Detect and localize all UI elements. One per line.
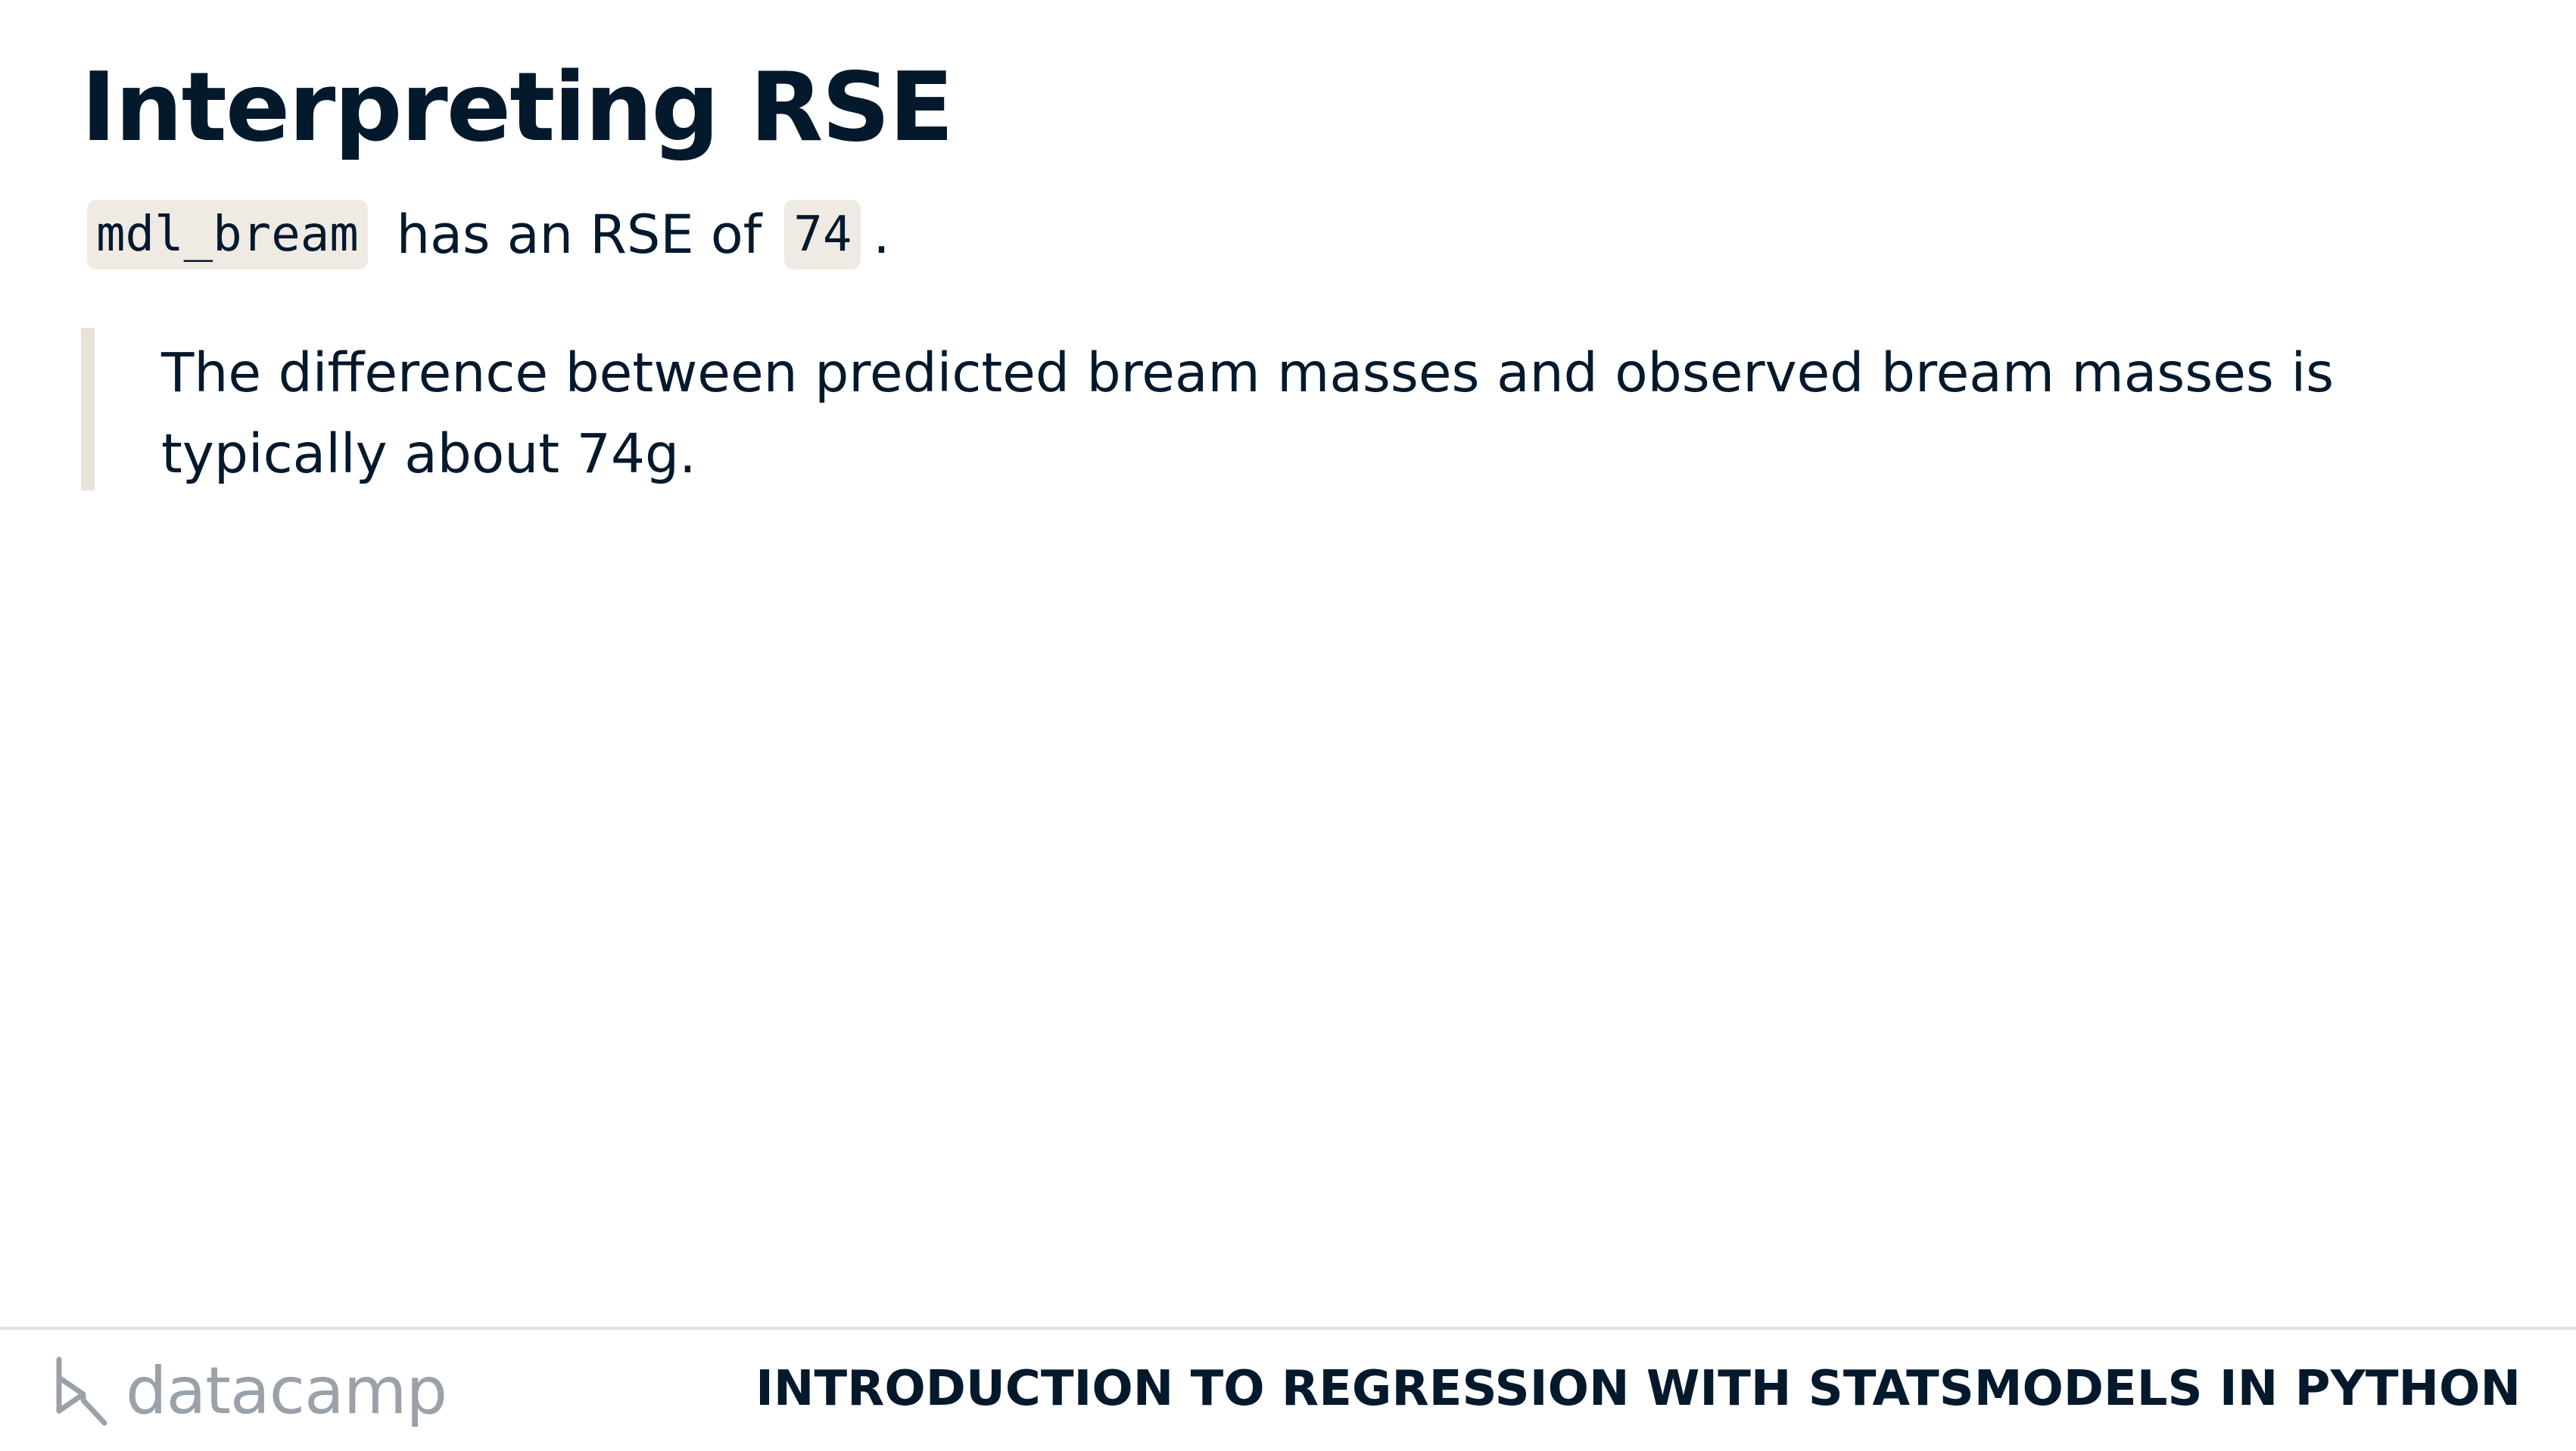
datacamp-logo-icon <box>56 1356 107 1426</box>
intro-text: has an RSE of <box>396 204 762 266</box>
blockquote: The difference between predicted bream m… <box>81 328 2443 490</box>
datacamp-logo-text: datacamp <box>126 1353 447 1429</box>
intro-period: . <box>873 204 890 266</box>
model-name-code: mdl_bream <box>87 199 368 270</box>
datacamp-logo: datacamp <box>53 1350 447 1433</box>
blockquote-text: The difference between predicted bream m… <box>161 341 2335 485</box>
slide-title: Interpreting RSE <box>81 51 954 163</box>
intro-line: mdl_bream has an RSE of 74 . <box>87 198 890 271</box>
course-title: INTRODUCTION TO REGRESSION WITH STATSMOD… <box>755 1361 2521 1417</box>
rse-value-code: 74 <box>784 199 861 270</box>
footer-divider <box>0 1327 2576 1330</box>
